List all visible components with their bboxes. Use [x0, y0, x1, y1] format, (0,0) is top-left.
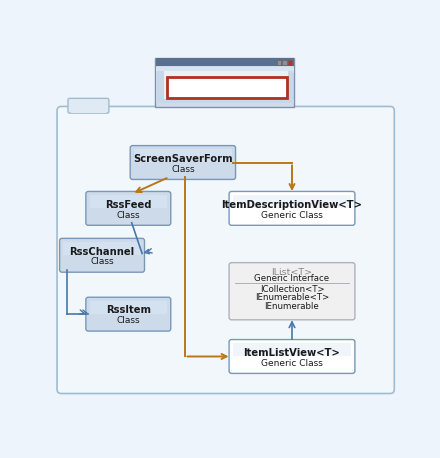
Text: ItemDescriptionView<T>: ItemDescriptionView<T>: [222, 200, 363, 210]
Text: Class: Class: [171, 165, 194, 174]
FancyBboxPatch shape: [57, 106, 394, 393]
FancyBboxPatch shape: [86, 297, 171, 331]
FancyBboxPatch shape: [63, 242, 141, 255]
FancyBboxPatch shape: [233, 195, 351, 208]
Bar: [288, 60, 292, 65]
Bar: [156, 59, 294, 65]
Text: IEnumerable<T>: IEnumerable<T>: [255, 293, 329, 302]
Text: Class: Class: [117, 211, 140, 219]
Bar: [156, 99, 294, 103]
FancyBboxPatch shape: [68, 98, 109, 113]
Bar: [71, 109, 106, 113]
Text: Generic Interface: Generic Interface: [254, 274, 330, 283]
Text: ItemListView<T>: ItemListView<T>: [244, 348, 341, 358]
Bar: [282, 60, 286, 65]
FancyBboxPatch shape: [229, 339, 355, 373]
Text: RssChannel: RssChannel: [70, 246, 135, 256]
FancyBboxPatch shape: [130, 146, 235, 180]
FancyBboxPatch shape: [155, 58, 294, 107]
Text: RssFeed: RssFeed: [105, 200, 151, 210]
Text: ScreenSaverForm: ScreenSaverForm: [133, 154, 233, 164]
FancyBboxPatch shape: [90, 301, 167, 314]
FancyBboxPatch shape: [59, 238, 144, 272]
Text: IEnumerable: IEnumerable: [264, 301, 319, 311]
Bar: [156, 71, 164, 100]
Bar: [156, 67, 294, 70]
FancyBboxPatch shape: [90, 195, 167, 208]
FancyBboxPatch shape: [134, 149, 232, 162]
Bar: [288, 71, 293, 100]
Text: Generic Class: Generic Class: [261, 359, 323, 368]
Text: IList<T>: IList<T>: [271, 267, 312, 277]
Polygon shape: [65, 106, 387, 111]
Bar: [156, 70, 294, 73]
Bar: [277, 60, 282, 65]
Text: Class: Class: [117, 316, 140, 325]
Bar: [166, 77, 287, 98]
FancyBboxPatch shape: [229, 263, 355, 320]
Text: Generic Class: Generic Class: [261, 211, 323, 219]
Text: Class: Class: [90, 257, 114, 267]
Text: RssItem: RssItem: [106, 305, 151, 316]
FancyBboxPatch shape: [86, 191, 171, 225]
Text: ICollection<T>: ICollection<T>: [260, 284, 324, 294]
Bar: [156, 71, 293, 100]
FancyBboxPatch shape: [229, 191, 355, 225]
FancyBboxPatch shape: [233, 343, 351, 356]
